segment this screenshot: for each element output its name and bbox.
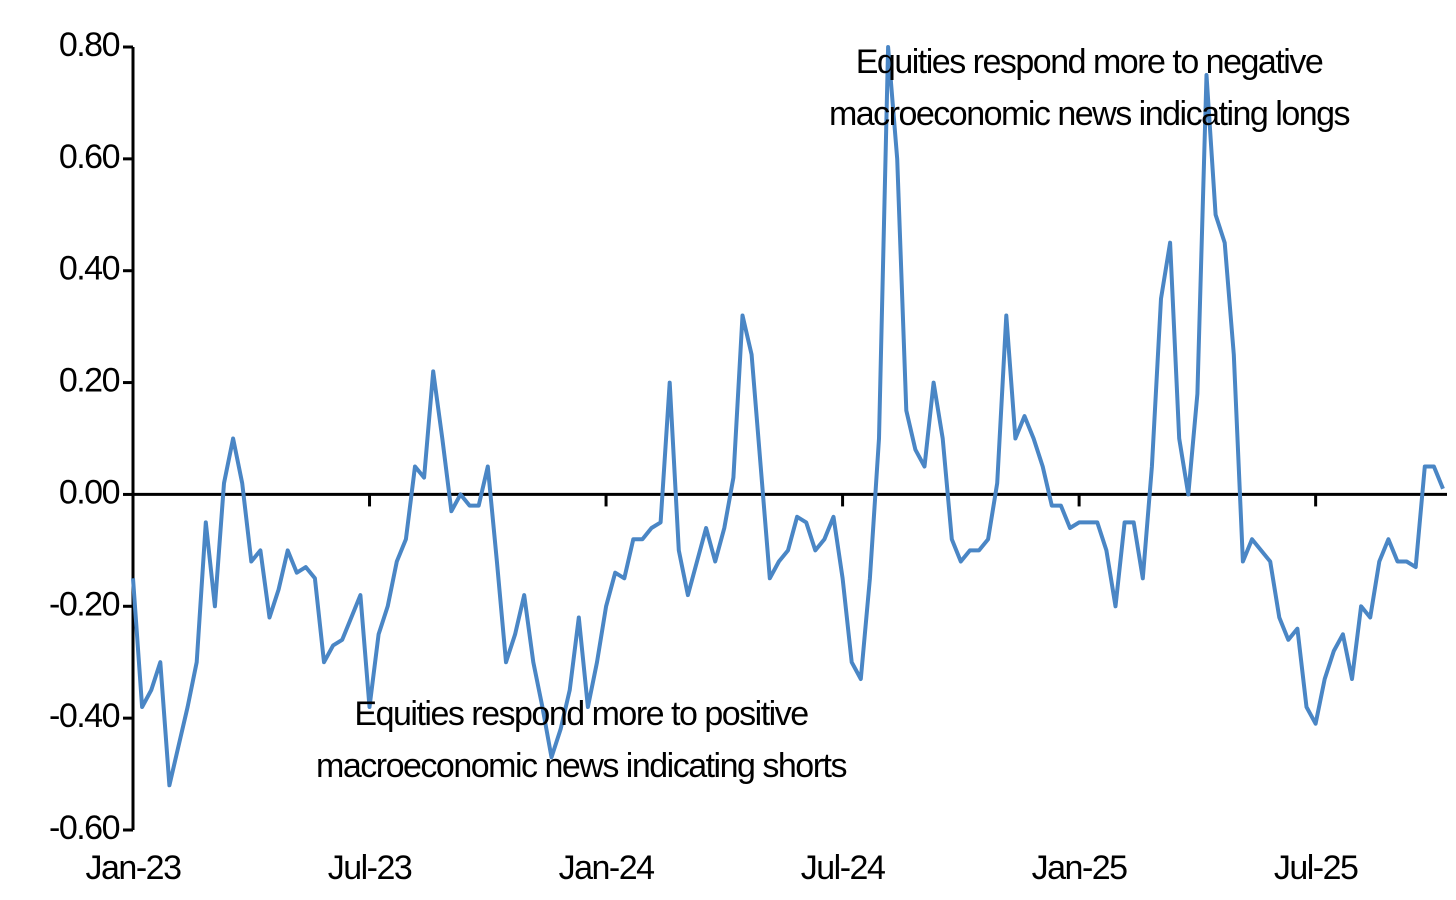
y-tick-label: 0.80 <box>59 26 120 64</box>
x-tick-label: Jul-25 <box>1274 849 1358 887</box>
x-tick-label: Jan-24 <box>559 849 655 887</box>
annotation: Equities respond more to negative <box>856 43 1323 81</box>
y-tick-label: -0.60 <box>49 809 120 847</box>
y-tick-label: -0.20 <box>49 585 120 623</box>
x-tick-label: Jan-23 <box>86 849 182 887</box>
annotation: macroeconomic news indicating shorts <box>316 747 846 785</box>
annotation: Equities respond more to positive <box>354 695 808 733</box>
x-tick-label: Jul-24 <box>801 849 885 887</box>
y-tick-label: 0.00 <box>59 473 120 511</box>
y-tick-label: -0.40 <box>49 697 120 735</box>
y-tick-label: 0.60 <box>59 138 120 176</box>
data-line <box>131 45 1445 788</box>
y-tick-label: 0.20 <box>59 362 120 400</box>
annotation: macroeconomic news indicating longs <box>829 95 1350 133</box>
y-tick-label: 0.40 <box>59 250 120 288</box>
x-tick-label: Jan-25 <box>1032 849 1128 887</box>
x-tick-label: Jul-23 <box>328 849 412 887</box>
